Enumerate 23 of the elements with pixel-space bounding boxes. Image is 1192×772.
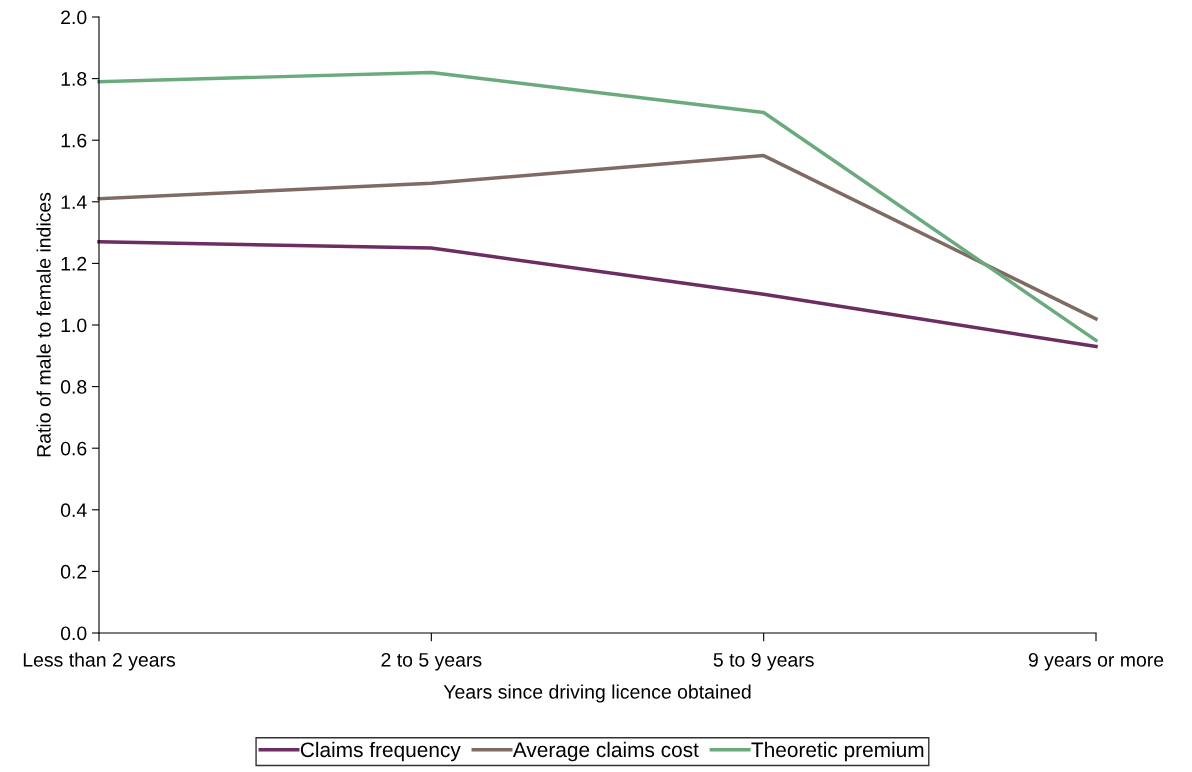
y-tick-label: 1.0 — [61, 318, 87, 333]
y-tick-label: 1.4 — [61, 195, 87, 209]
legend-label: Claims frequency — [300, 741, 461, 762]
y-tick-label: 1.6 — [61, 133, 87, 148]
y-tick-label: 0.0 — [60, 626, 87, 641]
y-tick-label: 2.0 — [61, 10, 87, 25]
line-series — [97, 70, 1098, 343]
y-tick-label: 0.6 — [60, 441, 87, 456]
y-tick-label: 0.2 — [60, 564, 87, 579]
legend-label: Theoretic premium — [751, 741, 924, 762]
y-tick-label: 0.8 — [60, 380, 87, 394]
x-tick-label: 9 years or more — [1028, 652, 1164, 671]
x-tick-label: Less than 2 years — [23, 652, 176, 671]
x-tick-label: 2 to 5 years — [381, 652, 482, 671]
line-series — [97, 240, 1098, 349]
x-tick-label: 5 to 9 years — [713, 652, 814, 671]
line-series — [97, 153, 1098, 321]
x-axis-title: Years since driving licence obtained — [443, 684, 751, 703]
y-tick-label: 1.2 — [61, 256, 87, 271]
y-tick-label: 0.4 — [60, 503, 87, 518]
y-tick-label: 1.8 — [61, 72, 87, 86]
y-axis-title: Ratio of male to female indices — [36, 192, 51, 457]
legend-label: Average claims cost — [512, 741, 699, 762]
